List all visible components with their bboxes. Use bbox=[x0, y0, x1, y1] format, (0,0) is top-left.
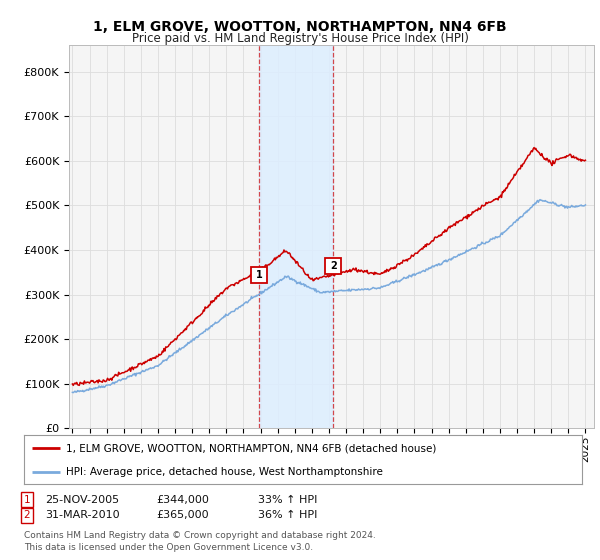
Text: 1, ELM GROVE, WOOTTON, NORTHAMPTON, NN4 6FB: 1, ELM GROVE, WOOTTON, NORTHAMPTON, NN4 … bbox=[93, 20, 507, 34]
Text: £344,000: £344,000 bbox=[156, 494, 209, 505]
Text: 1: 1 bbox=[256, 270, 262, 280]
Text: 1: 1 bbox=[23, 494, 31, 505]
Text: 36% ↑ HPI: 36% ↑ HPI bbox=[258, 510, 317, 520]
Text: HPI: Average price, detached house, West Northamptonshire: HPI: Average price, detached house, West… bbox=[66, 467, 383, 477]
Text: 2: 2 bbox=[23, 510, 31, 520]
Text: 25-NOV-2005: 25-NOV-2005 bbox=[45, 494, 119, 505]
Text: Contains HM Land Registry data © Crown copyright and database right 2024.
This d: Contains HM Land Registry data © Crown c… bbox=[24, 531, 376, 552]
Text: 31-MAR-2010: 31-MAR-2010 bbox=[45, 510, 119, 520]
Bar bbox=[259, 45, 333, 428]
Text: £365,000: £365,000 bbox=[156, 510, 209, 520]
Text: 1, ELM GROVE, WOOTTON, NORTHAMPTON, NN4 6FB (detached house): 1, ELM GROVE, WOOTTON, NORTHAMPTON, NN4 … bbox=[66, 444, 436, 454]
Text: Price paid vs. HM Land Registry's House Price Index (HPI): Price paid vs. HM Land Registry's House … bbox=[131, 32, 469, 45]
Text: 33% ↑ HPI: 33% ↑ HPI bbox=[258, 494, 317, 505]
Text: 2: 2 bbox=[330, 260, 337, 270]
